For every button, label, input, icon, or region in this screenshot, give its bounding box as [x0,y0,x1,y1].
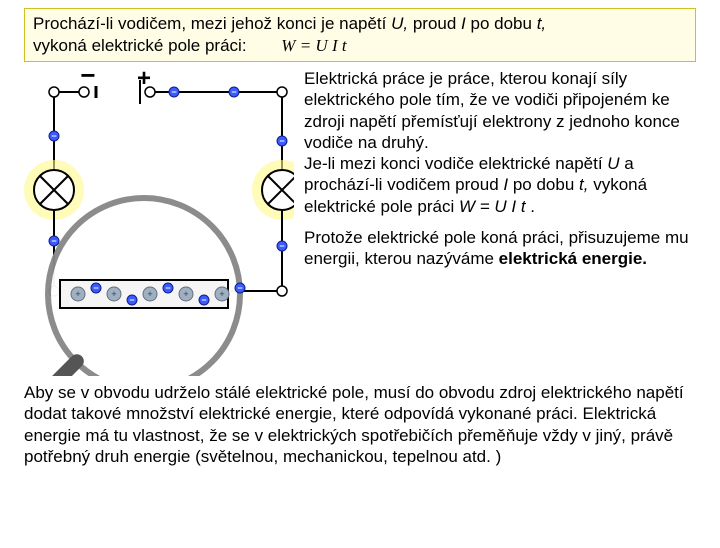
svg-text:+: + [111,289,116,299]
svg-text:−: − [279,241,284,251]
svg-text:−: − [231,87,236,97]
top-section: −+−−−−−−+++++−−−−− Elektrická práce je p… [24,66,696,376]
svg-text:−: − [201,295,206,305]
text-column: Elektrická práce je práce, kterou konají… [304,66,696,376]
paragraph-1: Elektrická práce je práce, kterou konají… [304,68,696,217]
header-box: Prochází-li vodičem, mezi jehož konci je… [24,8,696,62]
svg-text:−: − [171,87,176,97]
p1-t2a: Je-li mezi konci vodiče elektrické napět… [304,154,607,173]
bottom-text: Aby se v obvodu udrželo stálé elektrické… [24,383,684,466]
p1-eq: W = U I t [459,197,526,216]
svg-text:−: − [165,283,170,293]
p1-t1: Elektrická práce je práce, kterou konají… [304,69,680,152]
header-line2: vykoná elektrické pole práci: [33,36,247,55]
header-formula: W = U I t [281,35,346,57]
svg-text:+: + [147,289,152,299]
svg-text:−: − [80,66,95,90]
svg-text:+: + [183,289,188,299]
svg-text:−: − [129,295,134,305]
p1-t2e: . [526,197,535,216]
paragraph-2: Protože elektrické pole koná práci, přis… [304,227,696,270]
svg-text:−: − [51,131,56,141]
bottom-paragraph: Aby se v obvodu udrželo stálé elektrické… [24,382,696,467]
svg-text:−: − [51,236,56,246]
svg-text:−: − [237,283,242,293]
p1-t2c: po dobu [508,175,579,194]
svg-text:−: − [279,136,284,146]
p1-U: U [607,154,619,173]
svg-text:−: − [93,283,98,293]
svg-text:+: + [75,289,80,299]
header-text-mid1: proud [408,14,461,33]
header-text-pre: Prochází-li vodičem, mezi jehož konci je… [33,14,391,33]
circuit-diagram: −+−−−−−−+++++−−−−− [24,66,294,376]
svg-text:+: + [219,289,224,299]
circuit-column: −+−−−−−−+++++−−−−− [24,66,294,376]
header-var-U: U, [391,14,408,33]
p2-bold: elektrická energie. [499,249,647,268]
header-var-t: t, [537,14,546,33]
header-text-mid2: po dobu [466,14,537,33]
